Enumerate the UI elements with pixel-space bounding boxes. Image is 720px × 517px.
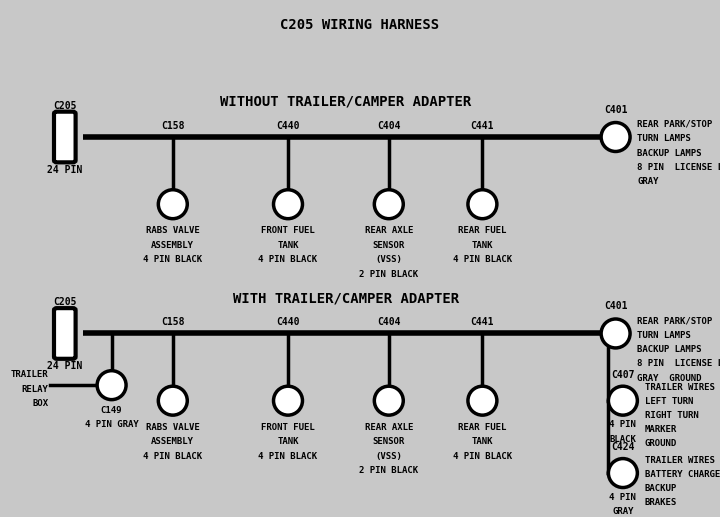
Text: ASSEMBLY: ASSEMBLY [151, 241, 194, 250]
Text: TRAILER WIRES: TRAILER WIRES [644, 455, 714, 465]
Text: 4 PIN GRAY: 4 PIN GRAY [85, 420, 138, 429]
Text: C424: C424 [611, 443, 634, 452]
Text: C158: C158 [161, 121, 184, 131]
Ellipse shape [97, 371, 126, 400]
Text: TURN LAMPS: TURN LAMPS [637, 134, 691, 143]
Text: TANK: TANK [277, 241, 299, 250]
Text: BACKUP: BACKUP [644, 483, 677, 493]
Text: 4 PIN: 4 PIN [609, 420, 636, 429]
Text: REAR PARK/STOP: REAR PARK/STOP [637, 316, 713, 325]
Ellipse shape [608, 459, 637, 488]
Ellipse shape [374, 386, 403, 415]
Text: BRAKES: BRAKES [644, 497, 677, 507]
Text: 24 PIN: 24 PIN [48, 164, 82, 175]
Text: BACKUP LAMPS: BACKUP LAMPS [637, 148, 702, 158]
Text: REAR AXLE: REAR AXLE [364, 423, 413, 432]
Ellipse shape [608, 386, 637, 415]
Text: REAR AXLE: REAR AXLE [364, 226, 413, 235]
Text: 4 PIN BLACK: 4 PIN BLACK [143, 452, 202, 461]
Text: C441: C441 [471, 317, 494, 327]
Text: TRAILER: TRAILER [11, 370, 48, 379]
Text: GRAY: GRAY [637, 177, 659, 187]
Ellipse shape [274, 386, 302, 415]
Ellipse shape [158, 386, 187, 415]
Text: RABS VALVE: RABS VALVE [146, 423, 199, 432]
Text: GRAY  GROUND: GRAY GROUND [637, 374, 702, 383]
Text: TANK: TANK [277, 437, 299, 446]
Text: BLACK: BLACK [609, 435, 636, 444]
Ellipse shape [468, 386, 497, 415]
Text: C401: C401 [604, 301, 627, 311]
Text: C205: C205 [53, 297, 76, 308]
Text: TANK: TANK [472, 437, 493, 446]
Text: GROUND: GROUND [644, 439, 677, 448]
Text: WITH TRAILER/CAMPER ADAPTER: WITH TRAILER/CAMPER ADAPTER [233, 291, 459, 305]
Text: 4 PIN BLACK: 4 PIN BLACK [258, 255, 318, 264]
Text: BOX: BOX [32, 399, 48, 408]
Text: C401: C401 [604, 105, 627, 115]
Text: 8 PIN  LICENSE LAMPS: 8 PIN LICENSE LAMPS [637, 359, 720, 369]
Text: C149: C149 [101, 406, 122, 415]
Text: SENSOR: SENSOR [373, 241, 405, 250]
Text: BATTERY CHARGE: BATTERY CHARGE [644, 469, 720, 479]
Text: C440: C440 [276, 121, 300, 131]
Text: 24 PIN: 24 PIN [48, 361, 82, 371]
Text: ASSEMBLY: ASSEMBLY [151, 437, 194, 446]
Text: MARKER: MARKER [644, 425, 677, 434]
FancyBboxPatch shape [54, 308, 76, 359]
Text: C205 WIRING HARNESS: C205 WIRING HARNESS [280, 18, 440, 32]
Text: REAR FUEL: REAR FUEL [458, 423, 507, 432]
Text: RELAY: RELAY [22, 385, 48, 394]
Text: 8 PIN  LICENSE LAMPS: 8 PIN LICENSE LAMPS [637, 163, 720, 172]
Text: 2 PIN BLACK: 2 PIN BLACK [359, 270, 418, 279]
Ellipse shape [274, 190, 302, 219]
Text: TANK: TANK [472, 241, 493, 250]
Text: FRONT FUEL: FRONT FUEL [261, 423, 315, 432]
Text: C158: C158 [161, 317, 184, 327]
Text: GRAY: GRAY [612, 507, 634, 516]
Text: BACKUP LAMPS: BACKUP LAMPS [637, 345, 702, 354]
Text: 4 PIN BLACK: 4 PIN BLACK [143, 255, 202, 264]
Text: 4 PIN BLACK: 4 PIN BLACK [453, 452, 512, 461]
Text: (VSS): (VSS) [375, 255, 402, 264]
Ellipse shape [374, 190, 403, 219]
Text: 4 PIN BLACK: 4 PIN BLACK [258, 452, 318, 461]
Text: SENSOR: SENSOR [373, 437, 405, 446]
Text: C441: C441 [471, 121, 494, 131]
Ellipse shape [158, 190, 187, 219]
Text: TURN LAMPS: TURN LAMPS [637, 330, 691, 340]
Text: LEFT TURN: LEFT TURN [644, 397, 693, 406]
Text: RABS VALVE: RABS VALVE [146, 226, 199, 235]
Ellipse shape [601, 319, 630, 348]
Text: TRAILER WIRES: TRAILER WIRES [644, 383, 714, 392]
Text: C404: C404 [377, 317, 400, 327]
Text: C205: C205 [53, 101, 76, 111]
Ellipse shape [601, 123, 630, 151]
Text: WITHOUT TRAILER/CAMPER ADAPTER: WITHOUT TRAILER/CAMPER ADAPTER [220, 95, 471, 109]
Text: REAR PARK/STOP: REAR PARK/STOP [637, 119, 713, 129]
Text: REAR FUEL: REAR FUEL [458, 226, 507, 235]
Text: 2 PIN BLACK: 2 PIN BLACK [359, 466, 418, 475]
Text: 4 PIN: 4 PIN [609, 493, 636, 501]
Text: C440: C440 [276, 317, 300, 327]
Ellipse shape [468, 190, 497, 219]
Text: C404: C404 [377, 121, 400, 131]
Text: RIGHT TURN: RIGHT TURN [644, 411, 698, 420]
Text: FRONT FUEL: FRONT FUEL [261, 226, 315, 235]
Text: 4 PIN BLACK: 4 PIN BLACK [453, 255, 512, 264]
Text: C407: C407 [611, 370, 634, 380]
FancyBboxPatch shape [54, 112, 76, 162]
Text: (VSS): (VSS) [375, 452, 402, 461]
